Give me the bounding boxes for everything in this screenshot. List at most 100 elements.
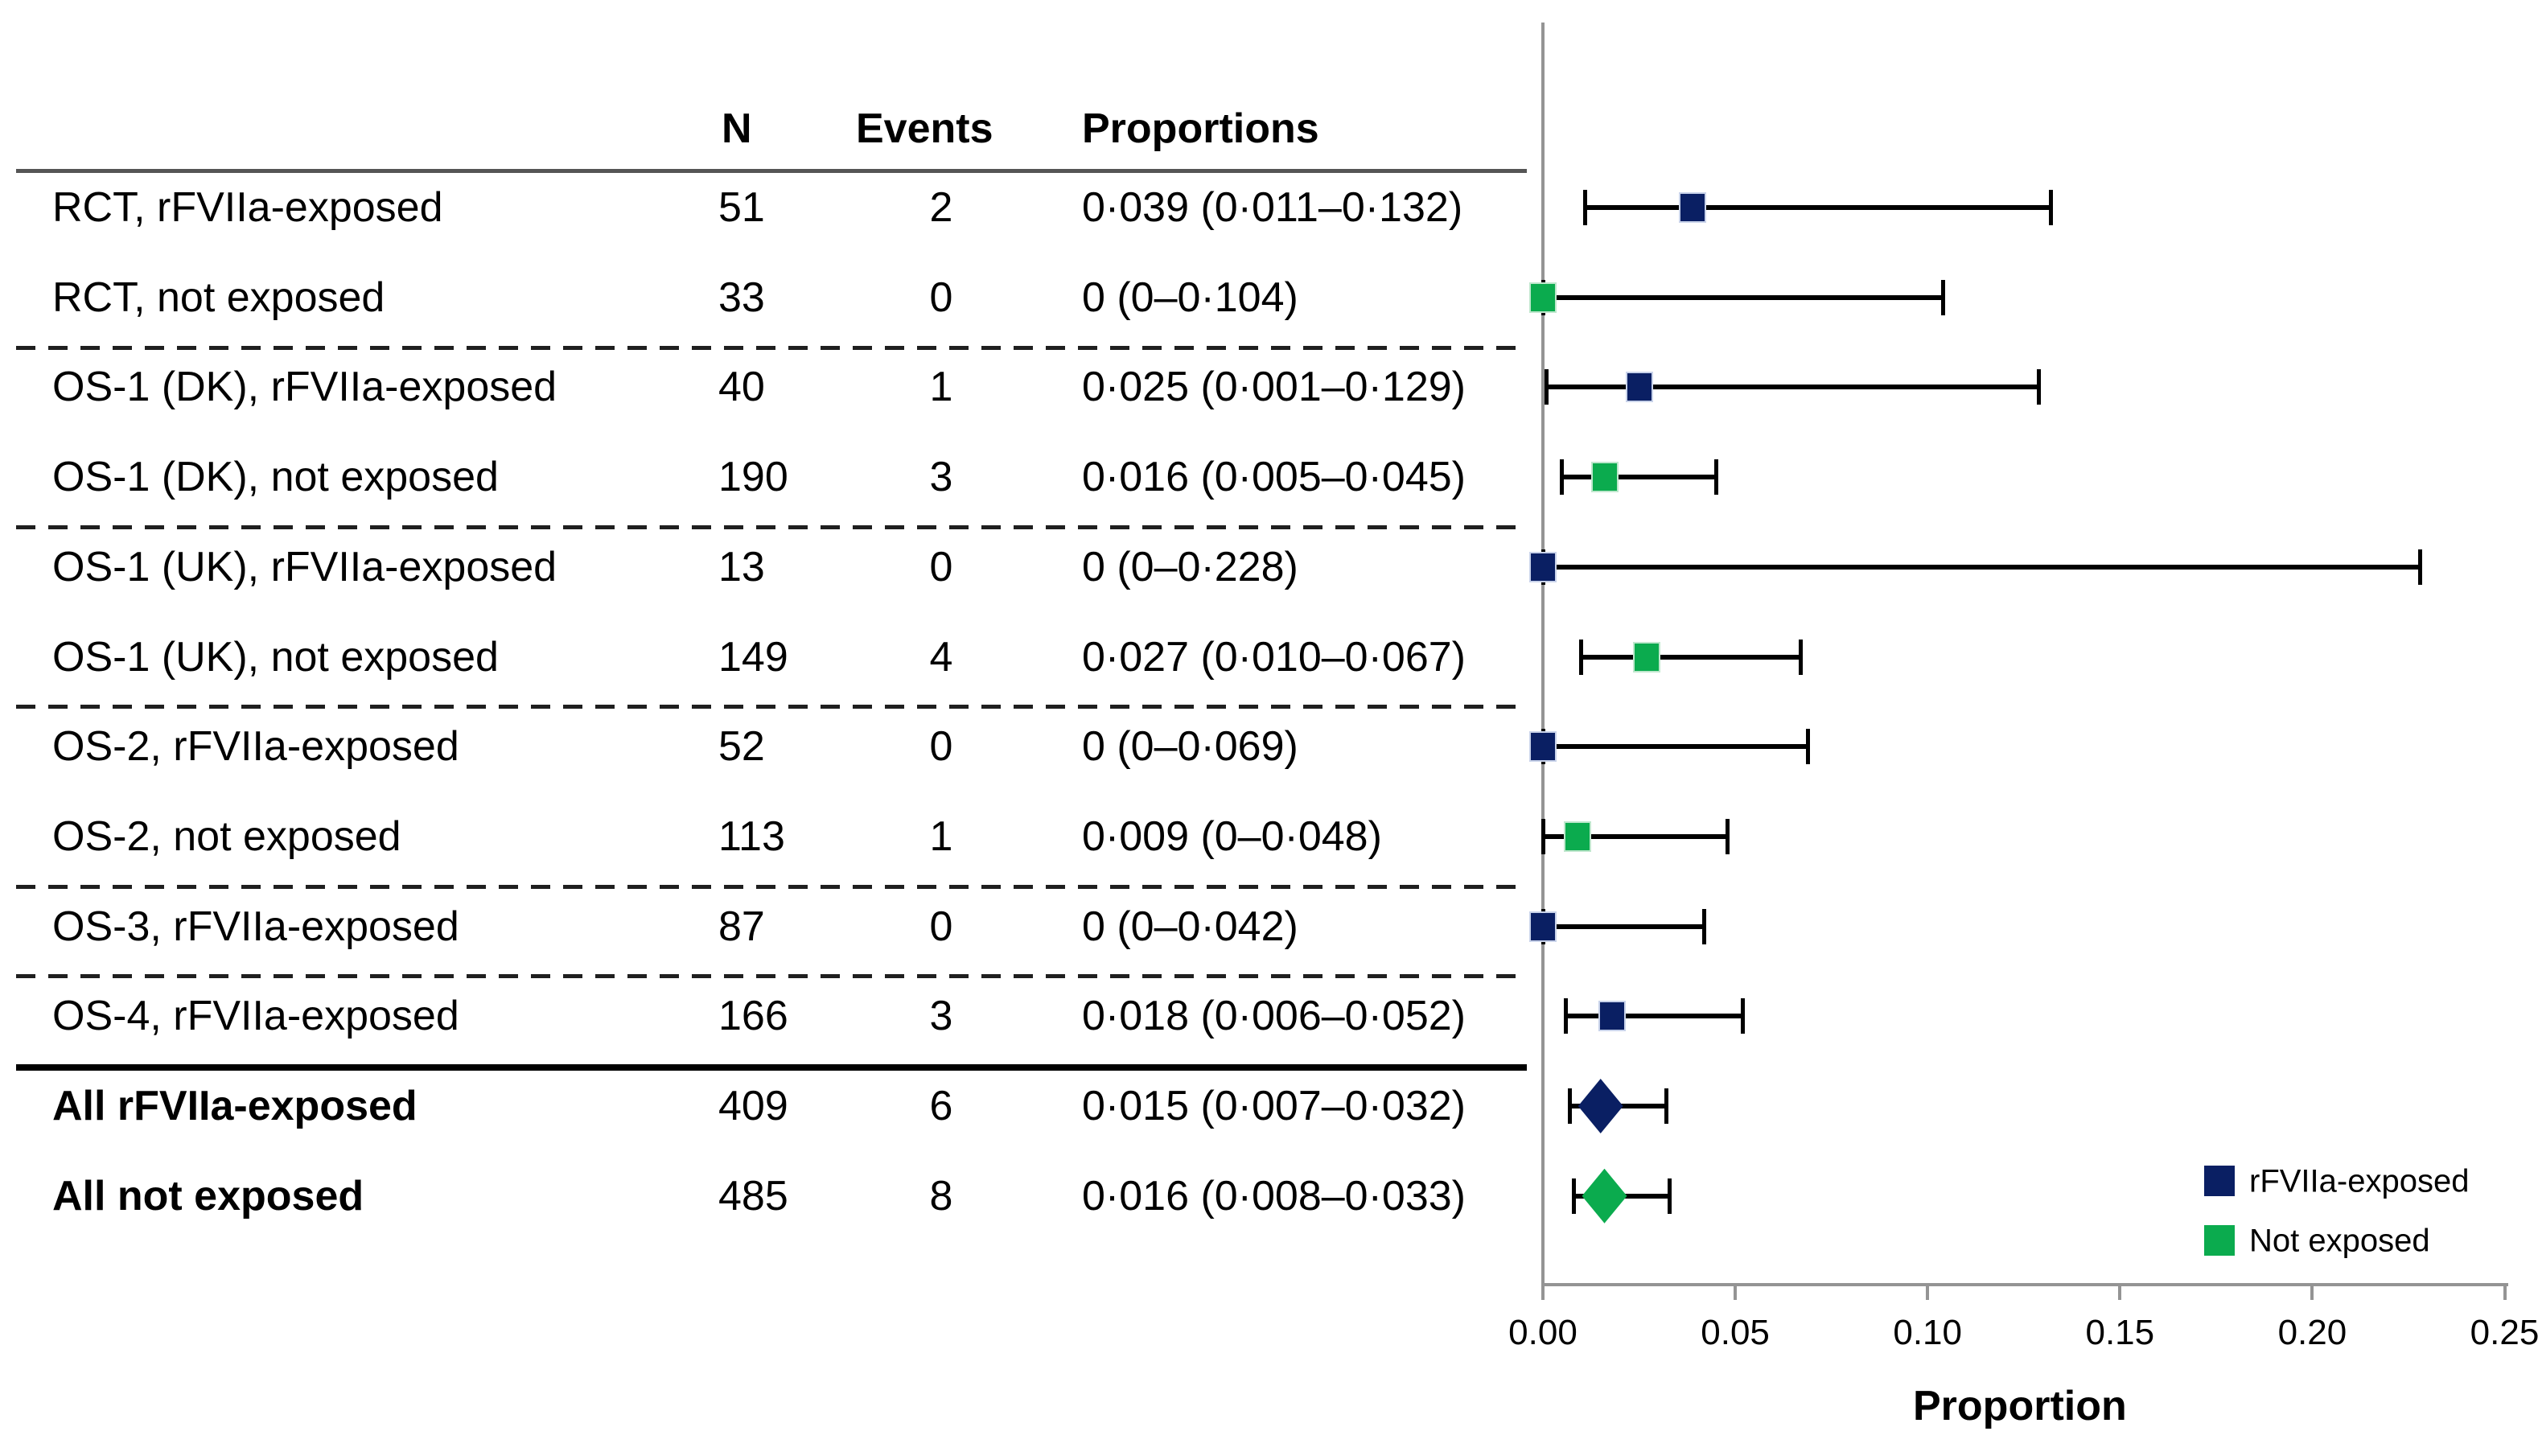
ci-line (1543, 923, 1705, 929)
dashed-separator (16, 705, 1527, 709)
table-header-row: N Events Proportions (0, 84, 1536, 174)
row-label: RCT, not exposed (52, 274, 385, 321)
ci-cap-right (1726, 818, 1730, 854)
row-proportions: 0·027 (0·010–0·067) (1082, 633, 1466, 681)
ci-cap-left (1560, 459, 1565, 496)
point-estimate-marker (1529, 731, 1557, 763)
tick-label: 0.20 (2277, 1313, 2347, 1352)
dashed-separator (16, 345, 1527, 350)
row-n: 190 (718, 454, 788, 501)
dashed-separator (16, 884, 1527, 889)
table-row: OS-1 (DK), rFVIIa-exposed 40 1 0·025 (0·001… (0, 342, 1536, 432)
col-header-n: N (722, 105, 752, 152)
ci-cap-right (1798, 639, 1803, 675)
point-estimate-marker (1590, 462, 1619, 493)
zero-axis-line (1541, 23, 1545, 1285)
tick-label: 0.25 (2470, 1313, 2538, 1352)
row-events: 0 (929, 543, 953, 590)
tick-mark (2118, 1286, 2122, 1300)
row-events: 0 (929, 903, 953, 950)
row-label: RCT, rFVIIa-exposed (52, 184, 443, 231)
ci-line (1543, 294, 1944, 300)
table-row: OS-1 (UK), not exposed 149 4 0·027 (0·010–0… (0, 612, 1536, 702)
summary-rule (16, 1064, 1527, 1071)
tick-mark (1734, 1286, 1738, 1300)
col-header-proportions: Proportions (1082, 105, 1319, 152)
row-events: 0 (929, 723, 953, 771)
ci-cap-right (2417, 549, 2422, 585)
row-n: 166 (718, 993, 788, 1040)
row-events: 0 (929, 274, 953, 321)
summary-diamond-marker (1578, 1079, 1623, 1133)
row-proportions: 0·039 (0·011–0·132) (1082, 184, 1463, 231)
row-label: OS-2, not exposed (52, 812, 401, 860)
row-label: All not exposed (52, 1172, 364, 1220)
row-events: 3 (929, 454, 953, 501)
row-label: OS-1 (DK), rFVIIa-exposed (52, 364, 557, 411)
row-proportions: 0 (0–0·104) (1082, 274, 1298, 321)
legend-item: rFVIIa-exposed (2204, 1163, 2526, 1199)
tick-label: 0.05 (1701, 1313, 1770, 1352)
legend-label: rFVIIa-exposed (2249, 1163, 2470, 1199)
row-proportions: 0·015 (0·007–0·032) (1082, 1083, 1466, 1129)
table-row: RCT, not exposed 33 0 0 (0–0·104) (0, 253, 1536, 343)
col-header-events: Events (856, 105, 993, 152)
row-n: 52 (718, 723, 765, 771)
point-estimate-marker (1679, 192, 1707, 223)
row-proportions: 0·018 (0·006–0·052) (1082, 993, 1466, 1040)
point-estimate-marker (1564, 821, 1592, 852)
ci-line (1543, 833, 1728, 839)
row-events: 8 (929, 1172, 953, 1220)
ci-cap-right (2037, 369, 2042, 405)
x-axis-line (1541, 1283, 2508, 1286)
row-events: 1 (929, 812, 953, 860)
table-row: OS-4, rFVIIa-exposed 166 3 0·018 (0·006–0·0… (0, 971, 1536, 1061)
row-n: 40 (718, 364, 765, 411)
ci-cap-left (1545, 369, 1549, 405)
row-events: 3 (929, 993, 953, 1040)
row-label: OS-1 (UK), rFVIIa-exposed (52, 543, 557, 590)
row-proportions: 0 (0–0·228) (1082, 543, 1298, 590)
ci-line (1546, 385, 2039, 390)
ci-cap-right (1806, 729, 1811, 765)
row-label: OS-4, rFVIIa-exposed (52, 993, 459, 1040)
ci-cap-left (1540, 818, 1545, 854)
point-estimate-marker (1598, 1001, 1627, 1032)
row-events: 1 (929, 364, 953, 411)
point-estimate-marker (1529, 911, 1557, 942)
row-events: 4 (929, 633, 953, 681)
table-row: OS-1 (DK), not exposed 190 3 0·016 (0·005–0… (0, 432, 1536, 522)
point-estimate-marker (1625, 372, 1653, 403)
point-estimate-marker (1633, 641, 1661, 672)
ci-cap-left (1564, 998, 1569, 1034)
header-rule (16, 169, 1527, 173)
ci-line (1543, 564, 2421, 570)
table-row: All not exposed 485 8 0·016 (0·008–0·033) (0, 1151, 1536, 1241)
row-n: 485 (718, 1172, 788, 1220)
point-estimate-marker (1529, 551, 1557, 582)
row-n: 51 (718, 184, 765, 231)
row-n: 13 (718, 543, 765, 590)
ci-cap-left (1583, 190, 1588, 225)
row-proportions: 0 (0–0·042) (1082, 903, 1298, 950)
table-row: OS-1 (UK), rFVIIa-exposed 13 0 0 (0–0·228) (0, 522, 1536, 612)
ci-line (1561, 475, 1717, 480)
tick-mark (2310, 1286, 2314, 1300)
dashed-separator (16, 974, 1527, 979)
row-proportions: 0·025 (0·001–0·129) (1082, 364, 1466, 411)
table-row: OS-2, not exposed 113 1 0·009 (0–0·048) (0, 792, 1536, 882)
x-axis-title: Proportion (1913, 1383, 2127, 1429)
row-events: 6 (929, 1083, 953, 1129)
ci-line (1581, 654, 1801, 660)
row-proportions: 0 (0–0·069) (1082, 723, 1298, 771)
ci-cap-right (1940, 279, 1945, 315)
tick-label: 0.00 (1508, 1313, 1578, 1352)
row-n: 149 (718, 633, 788, 681)
ci-cap-left (1567, 1088, 1572, 1124)
ci-line (1565, 1014, 1743, 1019)
row-label: OS-1 (UK), not exposed (52, 633, 499, 681)
row-events: 2 (929, 184, 953, 231)
ci-cap-right (1668, 1178, 1672, 1214)
tick-mark (2503, 1286, 2507, 1300)
